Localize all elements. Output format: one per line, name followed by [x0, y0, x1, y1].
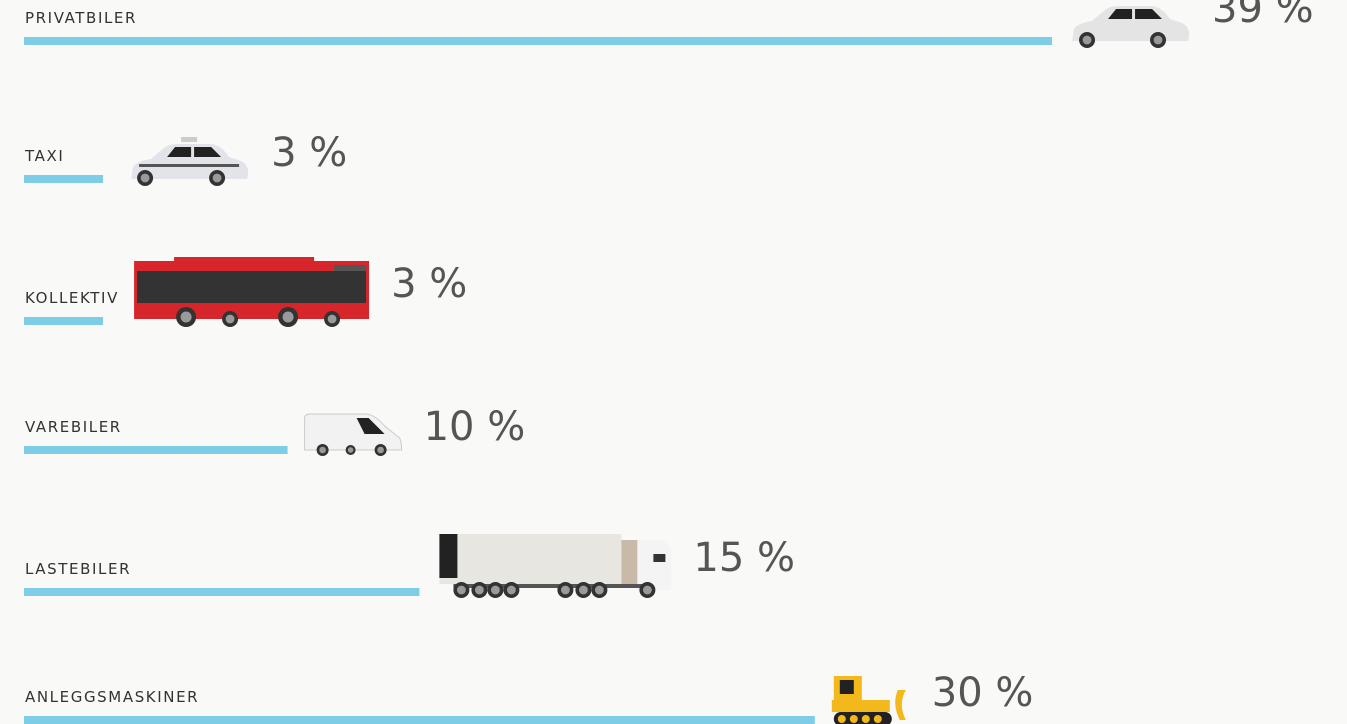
value-label: 3 %: [391, 261, 467, 307]
cab: [637, 540, 672, 590]
hub: [475, 585, 484, 595]
vehicle-icon: [131, 137, 249, 186]
hub: [327, 314, 337, 324]
cab-back: [621, 540, 638, 586]
value-label: 30 %: [932, 670, 1034, 716]
van-body: [304, 413, 403, 451]
track-wheel: [849, 715, 858, 723]
trailer: [439, 534, 622, 584]
hub: [491, 585, 500, 595]
bar: [24, 588, 420, 596]
category-label: LASTEBILER: [25, 560, 131, 578]
cab-window: [653, 554, 666, 562]
van-window: [356, 418, 385, 434]
hub: [347, 447, 354, 453]
hub: [212, 173, 222, 183]
hub: [282, 311, 294, 323]
hub: [225, 314, 235, 324]
track-wheel: [837, 715, 846, 723]
value-label: 15 %: [693, 535, 795, 581]
bus-roof: [174, 257, 315, 263]
hub: [595, 585, 604, 595]
chassis: [453, 584, 650, 588]
hub: [561, 585, 570, 595]
category-label: TAXI: [24, 147, 64, 165]
hub: [507, 585, 516, 595]
car-window: [167, 147, 192, 157]
trailer-door: [439, 534, 458, 578]
hub: [1153, 35, 1163, 45]
hub: [643, 585, 652, 595]
hub: [1082, 35, 1092, 45]
bar: [24, 446, 288, 454]
car-window: [194, 147, 222, 157]
body: [831, 700, 890, 712]
value-label: 10 %: [424, 404, 526, 450]
vehicle-icon: [134, 257, 370, 327]
hub: [180, 311, 192, 323]
car-window: [1108, 9, 1133, 19]
hub: [319, 446, 326, 454]
category-label: VAREBILER: [25, 418, 122, 436]
blade: [895, 690, 906, 720]
vehicle-icon: [831, 676, 906, 724]
hub: [579, 585, 588, 595]
bar: [24, 317, 104, 325]
value-label: 39 %: [1212, 0, 1314, 32]
car-window: [1135, 9, 1163, 19]
vehicle-icon: [1072, 6, 1190, 48]
hub: [457, 585, 466, 595]
vehicle-icon: [439, 534, 672, 598]
bus-windows: [137, 271, 367, 303]
bar: [24, 37, 1053, 45]
value-label: 3 %: [271, 130, 347, 176]
cabin-window: [839, 680, 854, 694]
bar: [24, 175, 104, 183]
category-label: ANLEGGSMASKINER: [25, 688, 199, 706]
category-label: PRIVATBILER: [25, 9, 137, 27]
hub: [377, 446, 384, 454]
track-wheel: [861, 715, 870, 723]
category-label: KOLLEKTIV: [25, 289, 119, 307]
taxi-stripe: [139, 164, 240, 167]
vehicle-icon: [304, 413, 403, 456]
bus-sign: [334, 265, 367, 271]
taxi-sign: [181, 137, 198, 142]
bar: [24, 716, 815, 724]
hub: [140, 173, 150, 183]
track-wheel: [873, 715, 882, 723]
